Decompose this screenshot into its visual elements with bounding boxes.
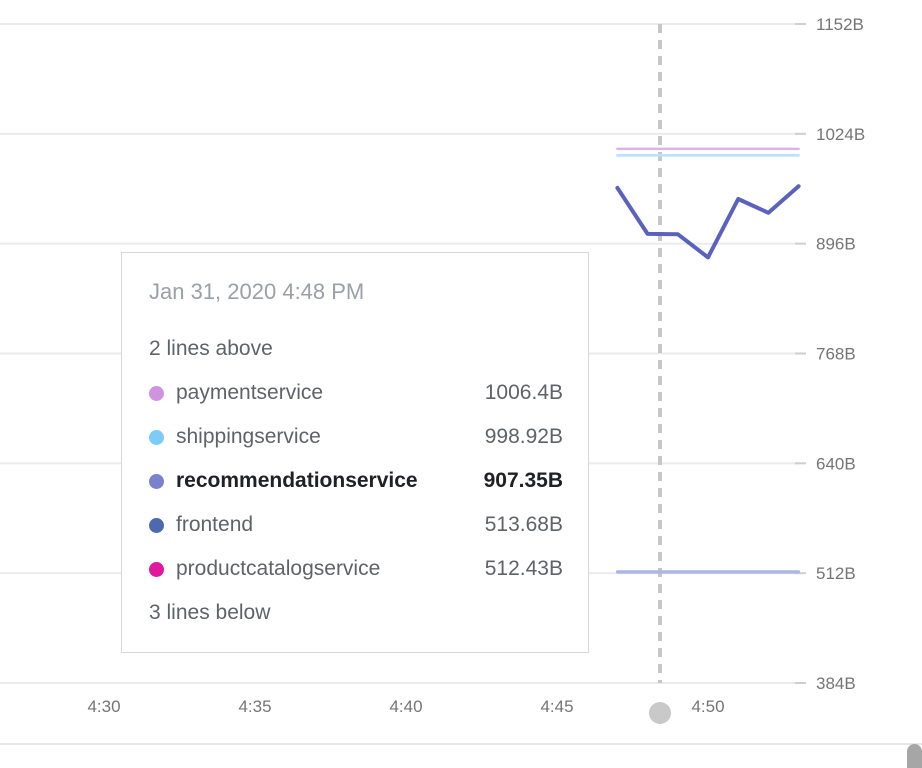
series-color-dot [149, 473, 164, 489]
tooltip-row: frontend 513.68B [149, 503, 563, 547]
series-value: 513.68B [484, 513, 563, 536]
y-axis-label: 384B [816, 674, 856, 693]
series-line-recommendationservice[interactable] [615, 184, 801, 260]
x-axis-label: 4:40 [389, 697, 422, 716]
tooltip-row: paymentservice 1006.4B [149, 371, 563, 415]
y-axis-label: 768B [816, 345, 856, 364]
series-label: recommendationservice [176, 469, 418, 492]
y-axis-label: 512B [816, 564, 856, 583]
scrollbar-thumb[interactable] [907, 744, 922, 768]
y-axis-label: 896B [816, 235, 856, 254]
x-axis-label: 4:30 [87, 697, 120, 716]
tooltip-rows: paymentservice 1006.4B shippingservice 998.… [149, 371, 563, 591]
x-axis-label: 4:50 [691, 697, 724, 716]
series-value: 998.92B [484, 425, 563, 448]
x-axis-label: 4:35 [238, 697, 271, 716]
hover-marker-dot [649, 702, 671, 724]
series-label: shippingservice [176, 425, 321, 448]
y-axis-label: 640B [816, 454, 856, 473]
series-color-dot [149, 429, 164, 445]
series-label: frontend [176, 513, 254, 536]
series-label: productcatalogservice [176, 557, 381, 580]
tooltip-timestamp: Jan 31, 2020 4:48 PM [149, 279, 365, 304]
tooltip-row: recommendationservice 907.35B [149, 459, 563, 503]
tooltip-lines-above: 2 lines above [149, 337, 273, 360]
series-label: paymentservice [176, 381, 324, 404]
series-color-dot [149, 561, 164, 577]
y-axis-label: 1024B [816, 125, 865, 144]
series-value: 907.35B [483, 469, 563, 492]
x-axis-label: 4:45 [540, 697, 573, 716]
series-value: 1006.4B [484, 381, 563, 404]
series-color-dot [149, 385, 164, 401]
bottom-divider [0, 743, 922, 745]
chart-tooltip: Jan 31, 2020 4:48 PM 2 lines above payme… [121, 252, 589, 653]
tooltip-row: productcatalogservice 512.43B [149, 547, 563, 591]
series-color-dot [149, 517, 164, 533]
tooltip-lines-below: 3 lines below [149, 601, 271, 624]
series-value: 512.43B [484, 557, 563, 580]
tooltip-row: shippingservice 998.92B [149, 415, 563, 459]
y-axis-label: 1152B [816, 15, 864, 34]
